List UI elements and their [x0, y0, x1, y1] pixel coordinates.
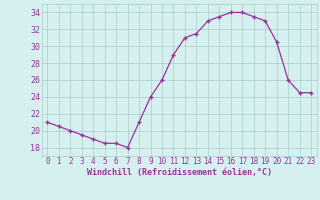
X-axis label: Windchill (Refroidissement éolien,°C): Windchill (Refroidissement éolien,°C): [87, 168, 272, 177]
